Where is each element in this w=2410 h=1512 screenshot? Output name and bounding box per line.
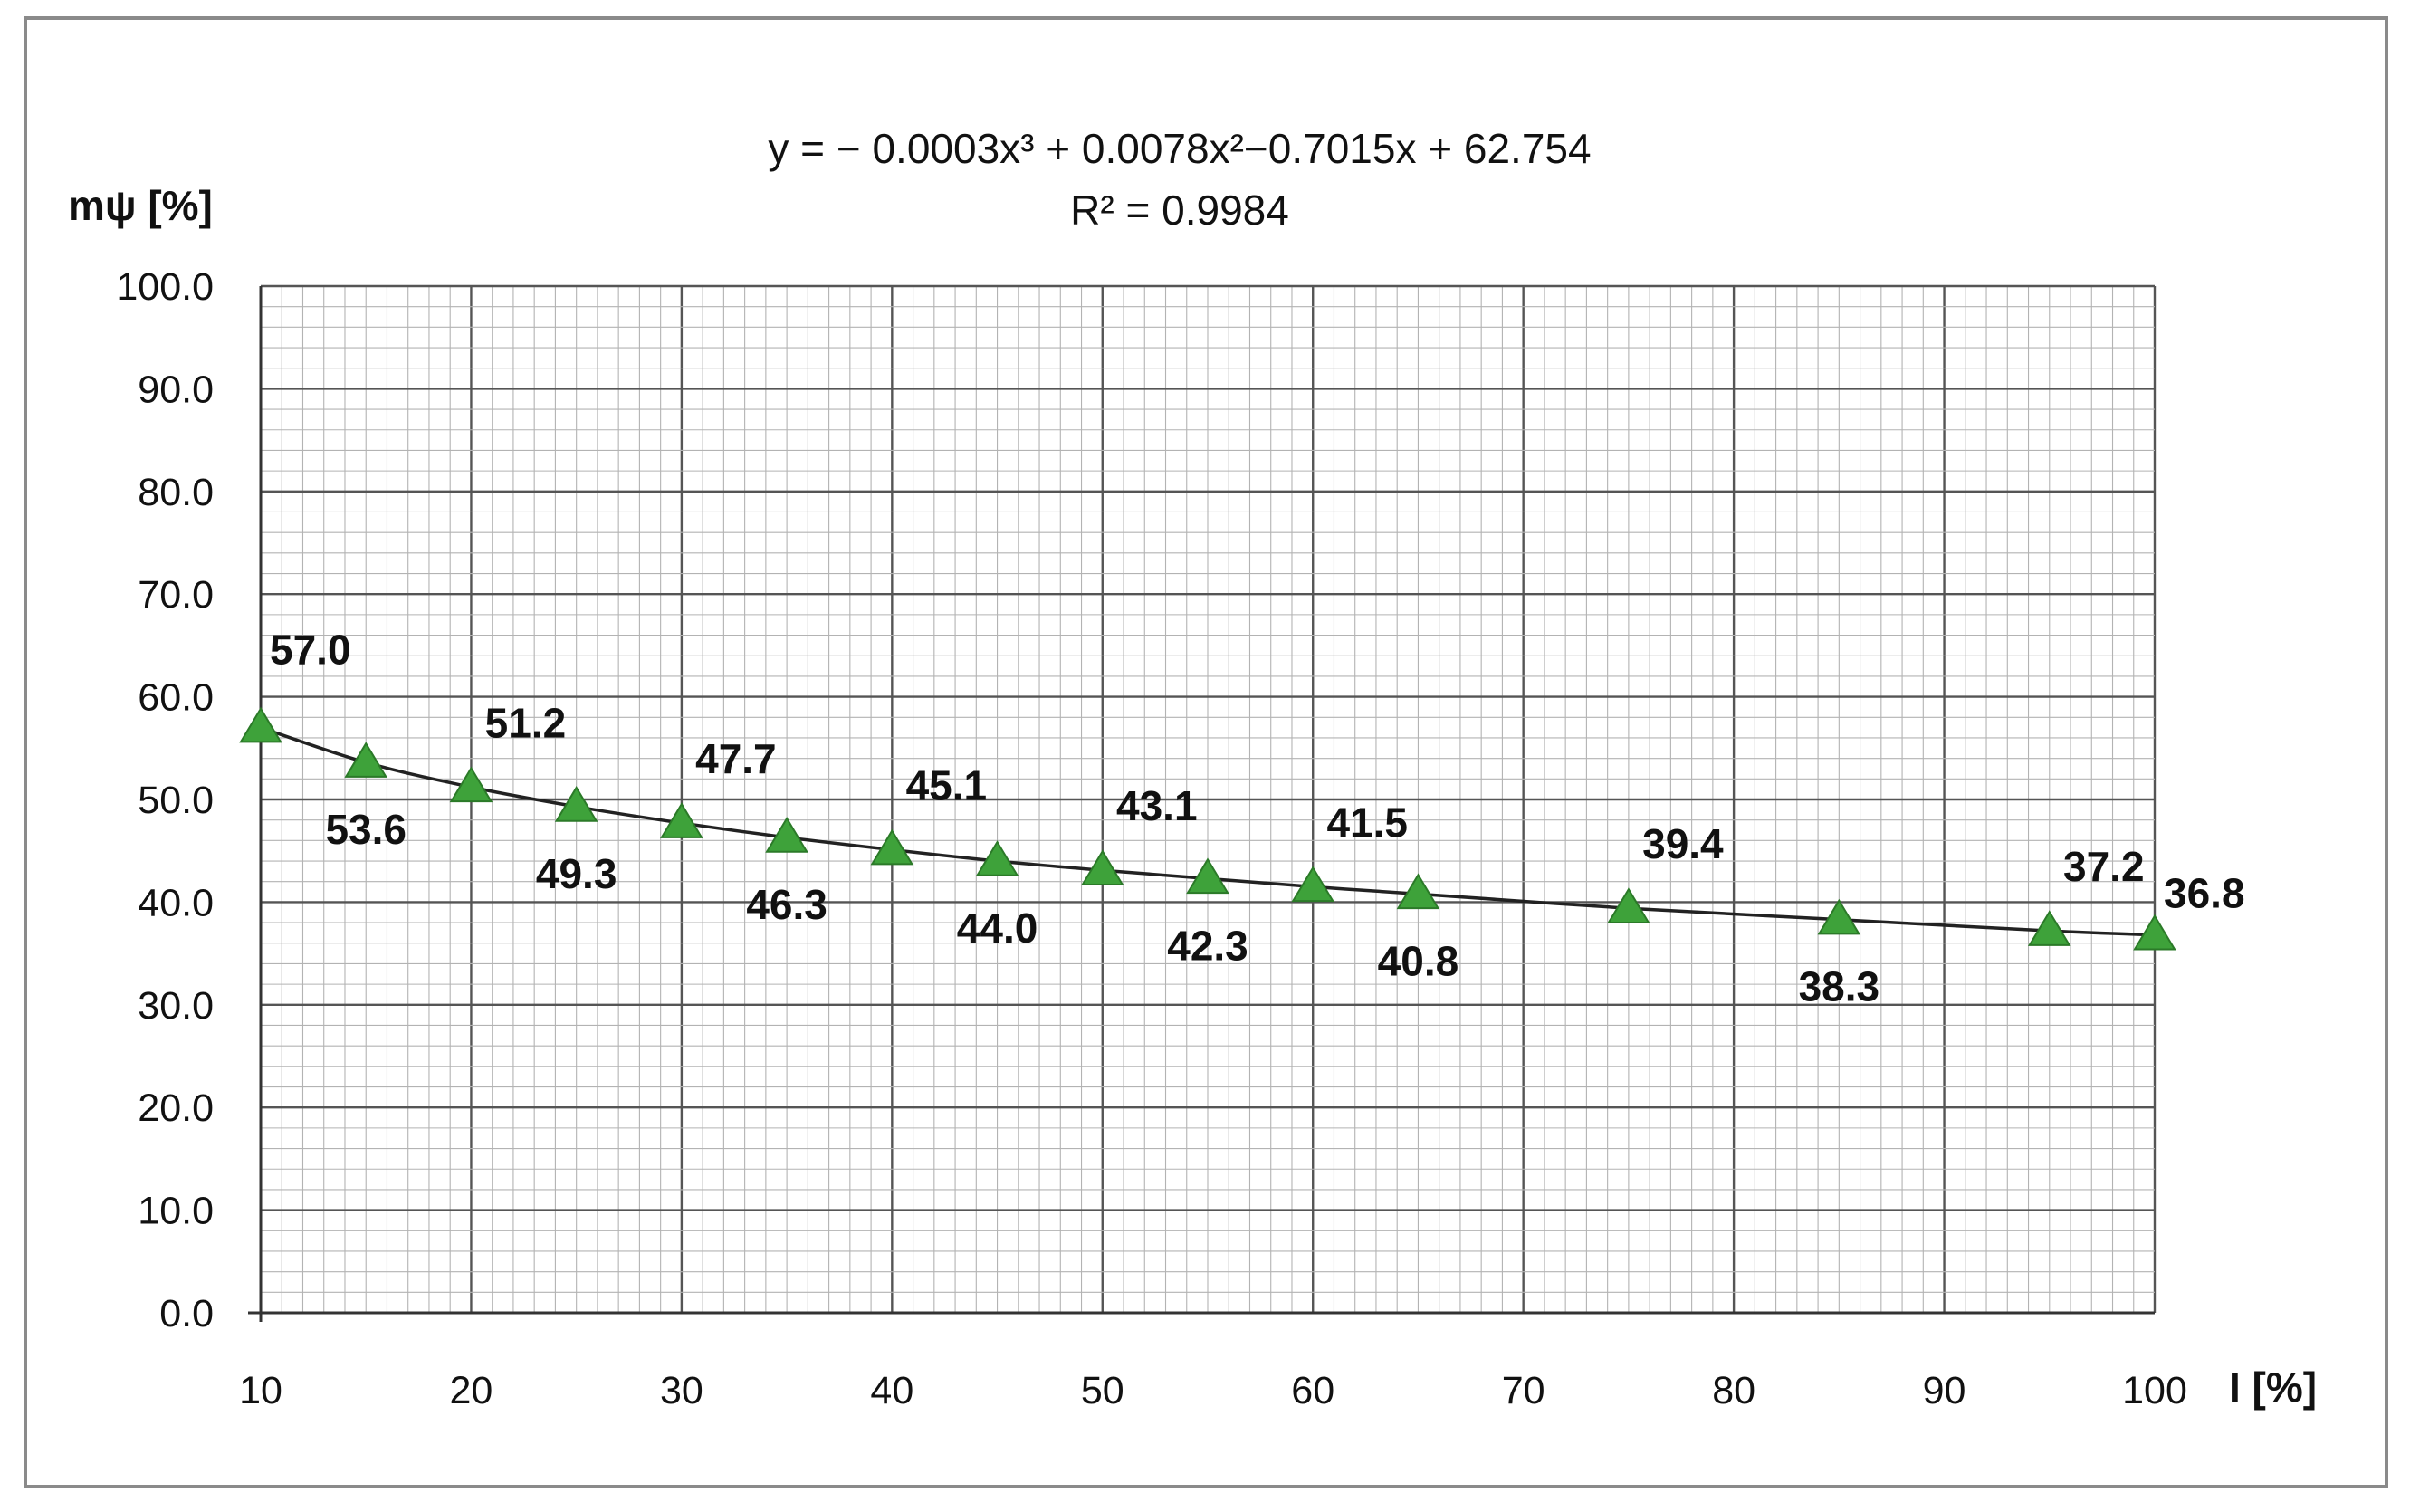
data-point-marker	[660, 802, 703, 838]
y-tick-label: 70.0	[138, 573, 214, 617]
y-tick-label: 100.0	[116, 265, 214, 309]
data-point-marker	[1291, 866, 1335, 903]
trendline-equation: y = − 0.0003x³ + 0.0078x²−0.7015x + 62.7…	[768, 125, 1591, 172]
data-label: 43.1	[1116, 782, 1198, 829]
x-tick-label: 90	[1923, 1369, 1966, 1412]
r-squared-label: R² = 0.9984	[1070, 187, 1289, 234]
grid	[248, 284, 2157, 1322]
data-label: 47.7	[695, 735, 777, 782]
y-tick-label: 20.0	[138, 1086, 214, 1130]
x-tick-label: 40	[870, 1369, 913, 1412]
data-point-marker	[975, 840, 1019, 876]
data-label: 38.3	[1799, 963, 1880, 1010]
data-label: 40.8	[1378, 937, 1459, 984]
data-point-marker	[1080, 849, 1124, 885]
x-tick-labels: 10 20 30 40 50 60 70 80 90 100	[239, 1369, 2187, 1412]
y-tick-label: 40.0	[138, 881, 214, 924]
data-markers	[239, 706, 2176, 951]
data-label: 51.2	[485, 699, 567, 746]
y-tick-label: 90.0	[138, 368, 214, 411]
x-tick-label: 30	[660, 1369, 703, 1412]
data-label: 42.3	[1167, 922, 1248, 969]
data-label: 41.5	[1326, 799, 1408, 846]
data-label: 46.3	[746, 881, 827, 928]
data-label: 45.1	[906, 762, 988, 809]
x-tick-label: 60	[1291, 1369, 1334, 1412]
data-label: 53.6	[325, 806, 406, 853]
data-point-marker	[239, 706, 282, 743]
data-label: 57.0	[270, 627, 351, 674]
x-axis-title: I [%]	[2229, 1364, 2317, 1411]
y-tick-label: 30.0	[138, 984, 214, 1028]
data-label: 37.2	[2063, 843, 2145, 890]
data-point-marker	[449, 766, 493, 803]
data-label: 44.0	[957, 904, 1038, 952]
y-tick-label: 10.0	[138, 1190, 214, 1233]
x-tick-label: 50	[1081, 1369, 1124, 1412]
data-point-marker	[554, 785, 598, 822]
data-label: 49.3	[536, 850, 617, 897]
data-point-marker	[1817, 898, 1861, 935]
data-point-marker	[765, 817, 808, 853]
data-point-marker	[2133, 914, 2176, 951]
data-label: 36.8	[2164, 870, 2245, 917]
y-tick-label: 0.0	[159, 1292, 214, 1335]
chart-frame	[24, 16, 2388, 1488]
x-tick-label: 100	[2122, 1369, 2187, 1412]
x-tick-label: 10	[239, 1369, 282, 1412]
data-point-marker	[1186, 857, 1229, 895]
data-point-marker	[1396, 873, 1440, 910]
x-tick-label: 70	[1502, 1369, 1545, 1412]
x-tick-label: 20	[450, 1369, 493, 1412]
x-tick-label: 80	[1712, 1369, 1755, 1412]
data-labels: 57.0 53.6 51.2 49.3 47.7 46.3 45.1 44.0 43.1 42.3…	[270, 627, 2245, 1010]
y-tick-label: 50.0	[138, 779, 214, 822]
y-axis-title: mψ [%]	[68, 182, 213, 229]
y-tick-label: 80.0	[138, 471, 214, 514]
y-tick-labels: 0.0 10.0 20.0 30.0 40.0 50.0 60.0 70.0 80.0 90.0 1…	[116, 265, 214, 1335]
data-point-marker	[870, 828, 914, 866]
y-tick-label: 60.0	[138, 676, 214, 720]
data-point-marker	[1607, 887, 1650, 923]
data-point-marker	[2027, 910, 2071, 946]
data-point-marker	[344, 742, 388, 778]
data-label: 39.4	[1642, 820, 1724, 867]
